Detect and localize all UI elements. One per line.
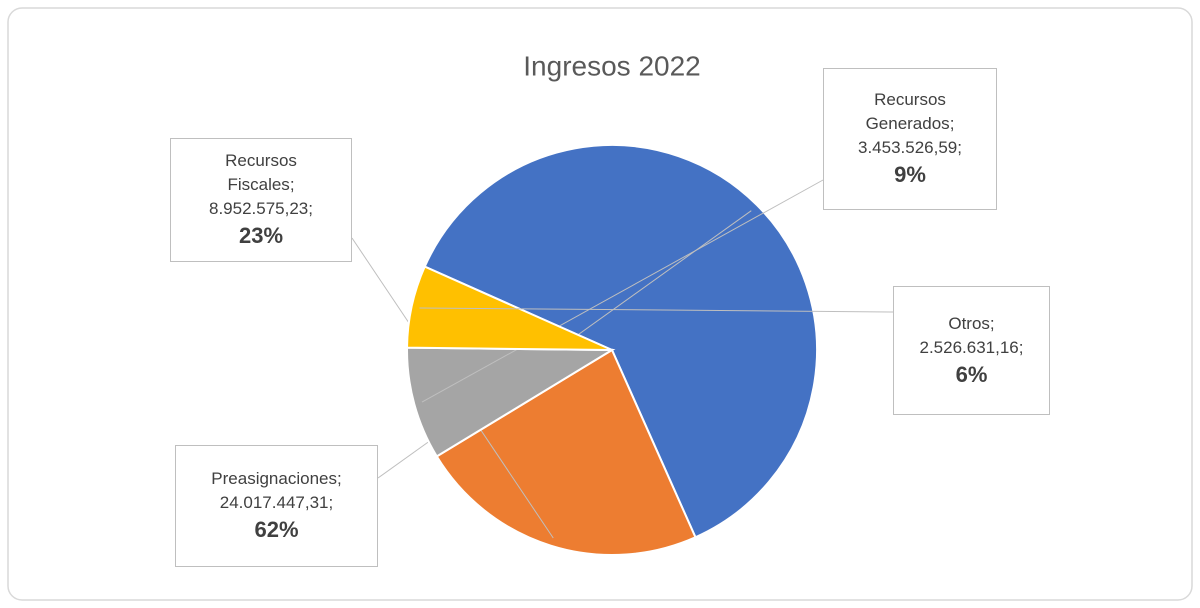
- percentage-label: 23%: [238, 223, 284, 248]
- label-name: Recursos Fiscales;: [206, 149, 316, 197]
- separator: ;: [989, 313, 995, 333]
- separator: ;: [949, 114, 955, 133]
- pie-slice: [406, 346, 616, 458]
- label-value-line: 3.453.526,59;: [858, 136, 962, 160]
- data-label: Otros; 2.526.631,16; 6%: [893, 286, 1050, 415]
- value-label: 8.952.575,23: [209, 199, 309, 218]
- label-name: Recursos Generados;: [855, 88, 965, 136]
- category-name: Preasignaciones: [211, 469, 337, 488]
- separator: ;: [336, 469, 342, 488]
- percentage-label: 6%: [955, 361, 988, 387]
- chart-title: Ingresos 2022: [523, 50, 700, 81]
- pie-slice: [435, 348, 697, 556]
- label-name-line: Otros;: [948, 312, 994, 336]
- separator: ;: [957, 138, 962, 157]
- separator: ;: [308, 199, 313, 218]
- pie-slice: [423, 144, 818, 539]
- label-name: Otros;: [948, 312, 994, 336]
- leader-line: [421, 179, 824, 403]
- category-name: Recursos Fiscales: [225, 151, 297, 194]
- percentage-label: 9%: [894, 162, 926, 187]
- category-name: Recursos Generados: [865, 90, 950, 133]
- label-value-line: 2.526.631,16;: [920, 336, 1024, 360]
- label-name-line: Preasignaciones;: [211, 467, 341, 491]
- leader-line: [419, 307, 894, 313]
- value-label: 2.526.631,16: [919, 337, 1019, 357]
- label-name-line: Recursos Generados;: [855, 88, 965, 136]
- data-label: Preasignaciones; 24.017.447,31; 62%: [175, 445, 378, 567]
- separator: ;: [1018, 337, 1024, 357]
- category-name: Otros: [948, 313, 990, 333]
- data-label: Recursos Generados; 3.453.526,59; 9%: [823, 68, 997, 210]
- value-label: 24.017.447,31: [219, 493, 329, 512]
- percentage-label: 62%: [254, 517, 299, 542]
- label-value-line: 24.017.447,31;: [220, 491, 333, 515]
- label-value-line: 8.952.575,23;: [209, 197, 313, 221]
- value-label: 3.453.526,59: [858, 138, 958, 157]
- data-label: Recursos Fiscales; 8.952.575,23; 23%: [170, 138, 352, 262]
- separator: ;: [289, 175, 295, 194]
- label-name-line: Recursos Fiscales;: [206, 149, 316, 197]
- label-name: Preasignaciones;: [211, 467, 341, 491]
- separator: ;: [328, 493, 334, 512]
